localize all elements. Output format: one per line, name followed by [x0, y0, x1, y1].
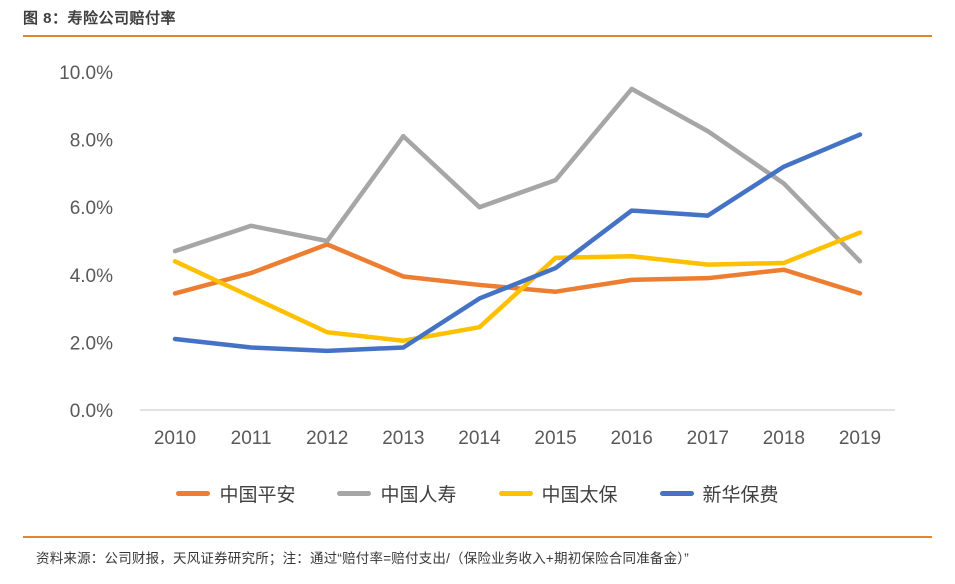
- legend-label: 新华保费: [702, 484, 779, 506]
- series-line-0: [172, 242, 863, 296]
- legend-item: 中国平安: [176, 480, 295, 507]
- legend-line-swatch-icon: [498, 490, 533, 496]
- x-tick-label: 2015: [534, 428, 576, 449]
- bottom-accent-divider: [23, 536, 932, 538]
- x-tick-label: 2016: [611, 428, 653, 449]
- legend-item: 新华保费: [659, 480, 779, 507]
- legend-item: 中国太保: [498, 480, 618, 507]
- y-tick-label: 6.0%: [70, 198, 113, 219]
- x-tick-label: 2013: [382, 428, 424, 449]
- x-tick-label: 2014: [458, 428, 501, 449]
- top-accent-divider: [23, 35, 932, 37]
- chart-legend: 中国平安 中国人寿 中国太保 新华保费: [0, 478, 955, 508]
- legend-line-swatch-icon: [176, 490, 211, 496]
- x-tick-label: 2019: [839, 428, 881, 449]
- source-note: 资料来源：公司财报，天风证券研究所；注：通过“赔付率=赔付支出/（保险业务收入+…: [36, 551, 689, 566]
- chart-svg: 0.0% 2.0% 4.0% 6.0% 8.0% 10.0% 2010 2011 2012 201…: [59, 63, 895, 449]
- x-tick-label: 2010: [154, 428, 196, 449]
- legend-label: 中国太保: [541, 484, 618, 506]
- x-tick-label: 2011: [231, 428, 272, 449]
- y-tick-label: 2.0%: [70, 333, 113, 354]
- series-line-2: [172, 230, 863, 343]
- series-line-3: [172, 132, 863, 354]
- legend-line-swatch-icon: [659, 490, 694, 496]
- legend-label: 中国人寿: [380, 484, 457, 506]
- y-tick-label: 8.0%: [70, 131, 113, 152]
- x-tick-label: 2017: [687, 428, 729, 449]
- line-chart-area: 0.0% 2.0% 4.0% 6.0% 8.0% 10.0% 2010 2011 2012 201…: [59, 63, 895, 449]
- x-tick-label: 2012: [306, 428, 348, 449]
- figure-title: 图 8：寿险公司赔付率: [23, 10, 177, 27]
- x-tick-label: 2018: [763, 428, 805, 449]
- legend-item: 中国人寿: [337, 480, 457, 507]
- y-tick-label: 10.0%: [59, 63, 113, 84]
- y-tick-label: 4.0%: [70, 266, 113, 287]
- legend-line-swatch-icon: [337, 490, 372, 496]
- series-line-1: [172, 86, 863, 264]
- legend-label: 中国平安: [219, 484, 296, 506]
- y-tick-label: 0.0%: [70, 401, 113, 422]
